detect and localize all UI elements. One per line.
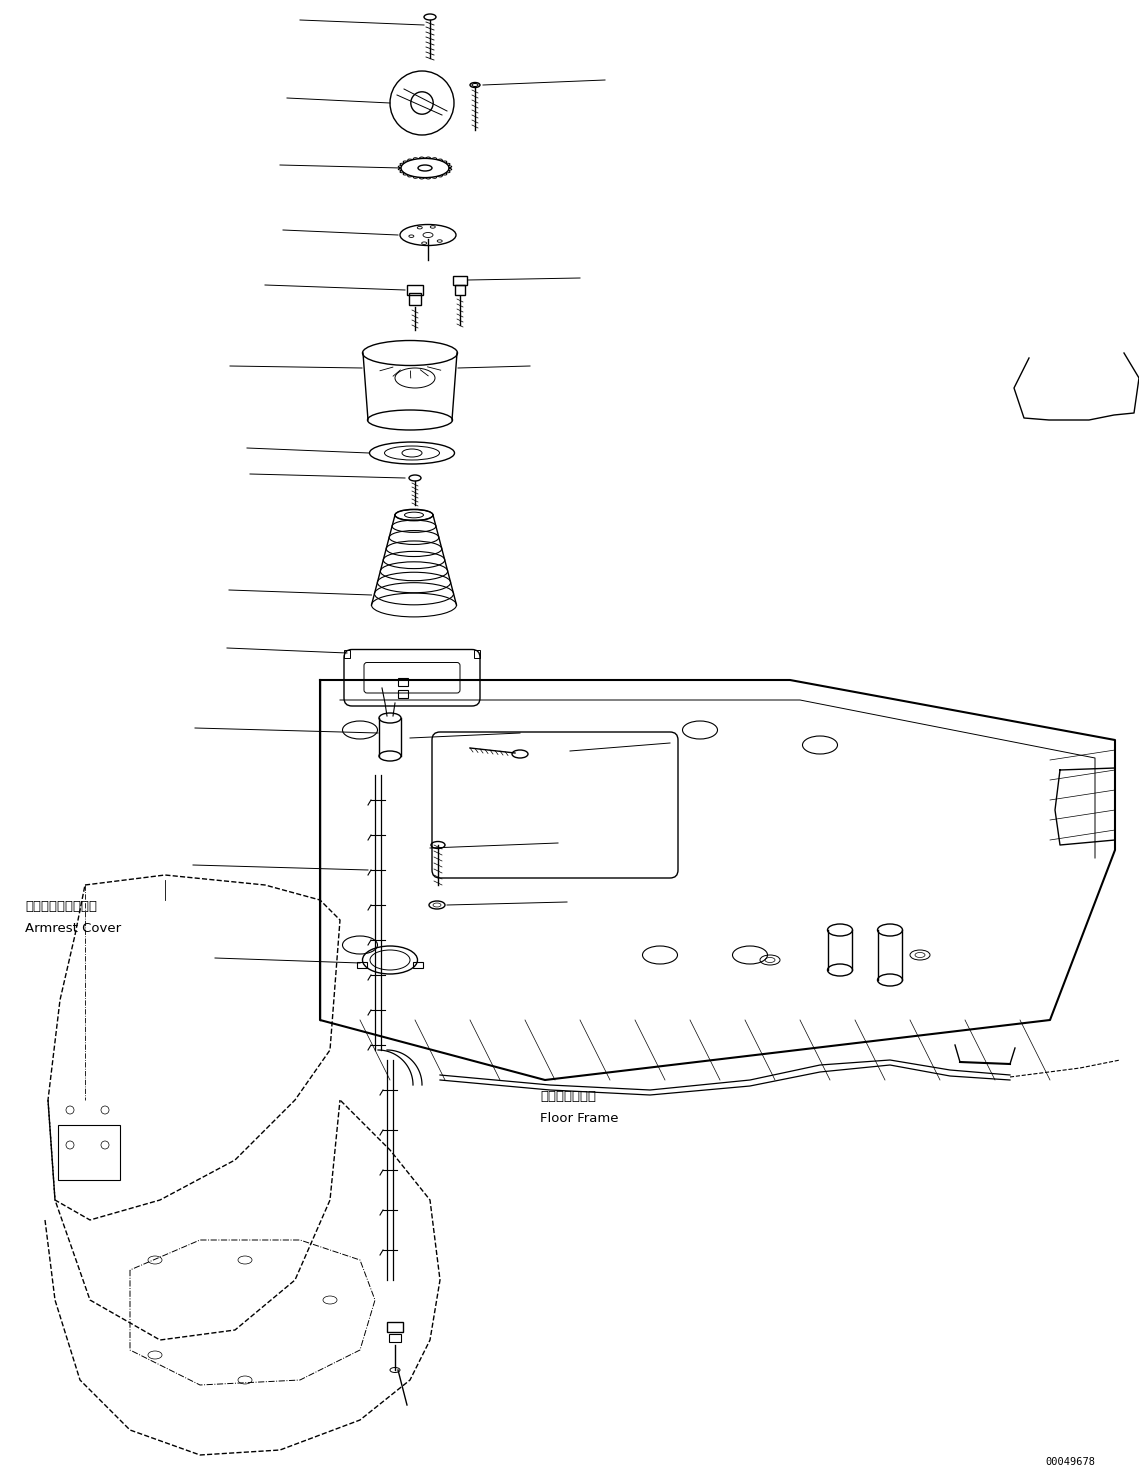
Bar: [387, 1322, 403, 1333]
Bar: [413, 961, 423, 967]
Bar: [398, 691, 408, 698]
Bar: [474, 649, 480, 658]
Text: 00049678: 00049678: [1044, 1457, 1095, 1467]
Bar: [409, 293, 421, 305]
Text: フロアフレーム: フロアフレーム: [540, 1090, 596, 1103]
Bar: [398, 677, 408, 686]
Text: アームレストカバー: アームレストカバー: [25, 901, 97, 913]
Bar: [390, 1334, 401, 1341]
Text: Armrest Cover: Armrest Cover: [25, 921, 121, 935]
Text: Floor Frame: Floor Frame: [540, 1112, 618, 1126]
Bar: [344, 649, 350, 658]
Bar: [407, 285, 423, 294]
Bar: [453, 277, 467, 285]
Bar: [454, 285, 465, 294]
Bar: [58, 1126, 120, 1180]
Bar: [357, 961, 367, 967]
